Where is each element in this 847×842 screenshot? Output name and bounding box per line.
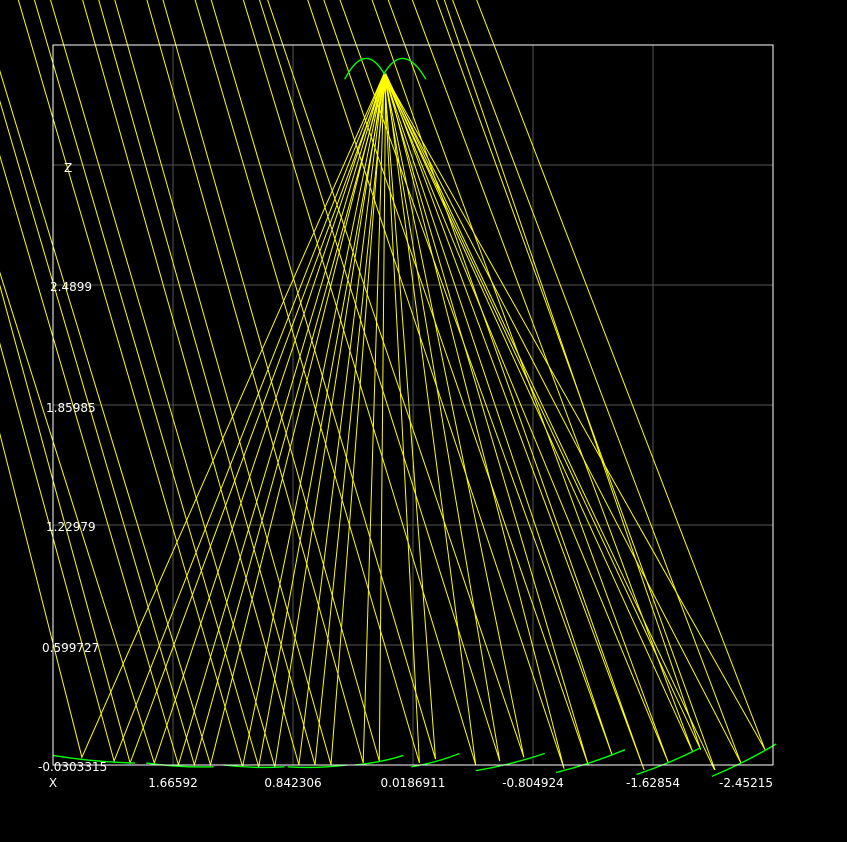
mirror-segment xyxy=(146,762,214,768)
plot-frame xyxy=(52,44,774,766)
mirror-segment xyxy=(411,752,460,768)
ray-paths xyxy=(0,0,766,770)
ray-path xyxy=(258,0,501,762)
x-tick-labels: X 1.66592 0.842306 0.0186911 -0.804924 -… xyxy=(49,776,773,790)
x-tick-label: 1.66592 xyxy=(148,776,198,790)
ray-path xyxy=(383,0,702,750)
x-tick-label: -2.45215 xyxy=(719,776,773,790)
ray-path xyxy=(267,0,525,758)
x-tick-label: 0.0186911 xyxy=(381,776,446,790)
ray-path xyxy=(371,0,645,770)
x-tick-label: 0.842306 xyxy=(264,776,321,790)
mirror-segments xyxy=(52,743,777,778)
y-tick-label: 2.4899 xyxy=(50,280,92,294)
mirror-segment xyxy=(475,752,546,772)
ray-path xyxy=(194,0,420,764)
mirror-segment xyxy=(555,749,626,774)
ray-path xyxy=(210,0,436,760)
receiver-arch xyxy=(344,57,427,80)
mirror-segment xyxy=(711,743,777,778)
ray-path xyxy=(307,0,565,769)
x-tick-label: X xyxy=(49,776,57,790)
ray-path xyxy=(385,0,716,770)
ray-path xyxy=(146,0,385,764)
y-tick-label: 1.85985 xyxy=(46,401,96,415)
y-tick-label: -0.0303315 xyxy=(38,760,107,774)
mirror-segment xyxy=(52,754,136,764)
y-tick-label: 1.22979 xyxy=(46,520,96,534)
mirror-segment xyxy=(636,747,702,776)
ray-path xyxy=(0,73,385,763)
x-tick-label: -1.62854 xyxy=(626,776,680,790)
x-tick-label: -0.804924 xyxy=(502,776,564,790)
y-tick-label: 0.599727 xyxy=(42,641,99,655)
y-tick-labels: -0.0303315 0.599727 1.22979 1.85985 2.48… xyxy=(38,161,107,774)
ray-path xyxy=(0,73,385,765)
receiver-curve xyxy=(344,57,427,80)
y-tick-label: Z xyxy=(64,161,72,175)
